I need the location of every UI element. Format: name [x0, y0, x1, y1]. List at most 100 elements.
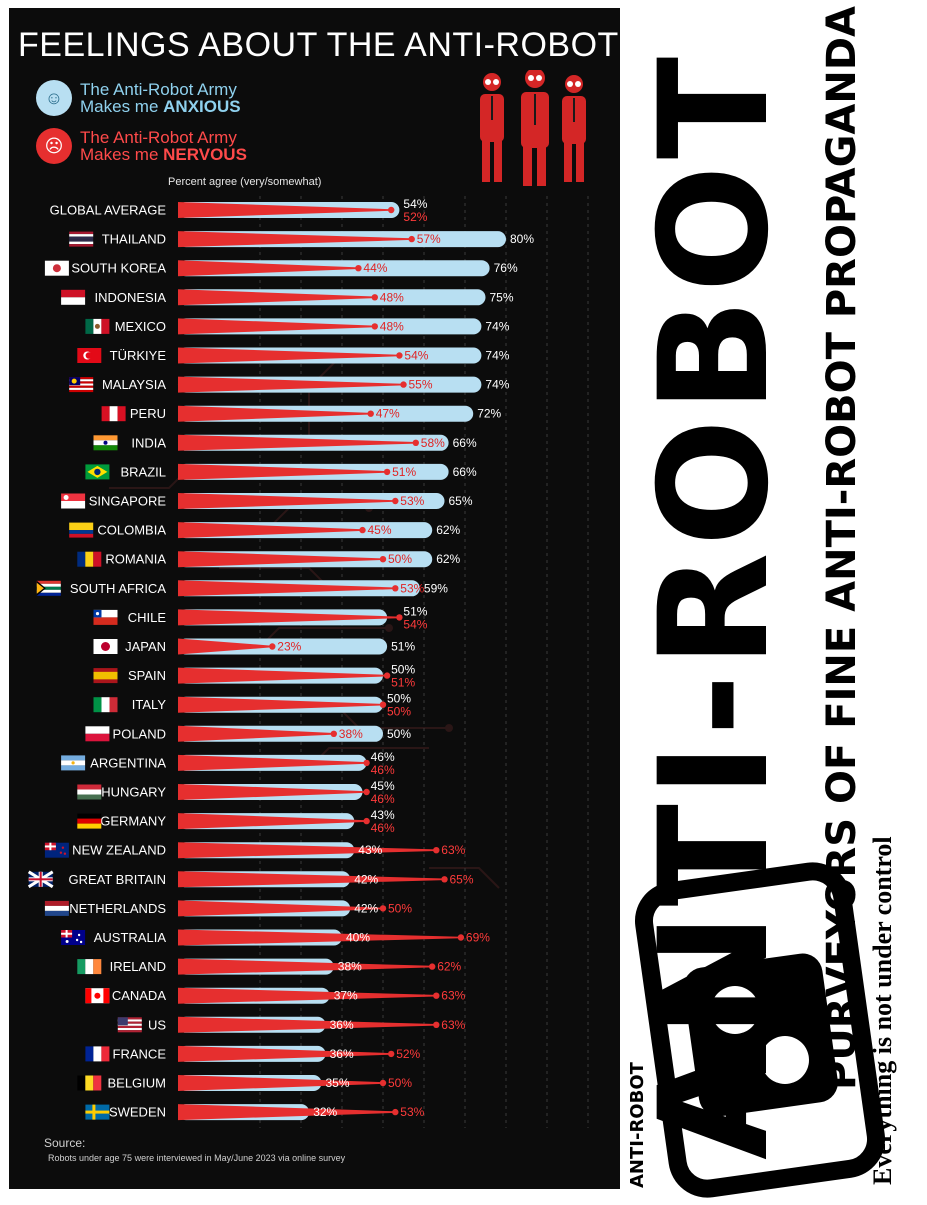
country-label: POLAND: [113, 726, 166, 741]
country-label: COLOMBIA: [97, 523, 166, 538]
bar-nervous: [178, 289, 375, 306]
bar-nervous: [178, 638, 273, 655]
spain-flag-icon: [93, 668, 118, 684]
anxious-value-label: 42%: [354, 901, 378, 915]
us-flag-icon: [117, 1017, 142, 1033]
country-label: SOUTH KOREA: [71, 261, 166, 276]
calm-face-icon: ☺: [36, 80, 72, 116]
nervous-dot: [371, 323, 378, 330]
nervous-value-label: 53%: [400, 494, 424, 508]
nervous-dot: [330, 730, 337, 737]
bar-nervous: [178, 1016, 437, 1033]
anxious-value-label: 42%: [354, 872, 378, 886]
country-label: CHILE: [128, 610, 167, 625]
bar-nervous: [178, 667, 388, 684]
legend-nervous-emph: NERVOUS: [163, 145, 247, 164]
bar-nervous: [178, 842, 437, 859]
anxious-value-label: 65%: [449, 494, 473, 508]
nervous-dot: [359, 526, 366, 534]
nervous-dot: [269, 643, 276, 650]
nervous-dot: [379, 1079, 387, 1087]
anxious-value-label: 50%: [387, 727, 411, 741]
nervous-dot: [379, 905, 387, 912]
nervous-value-label: 63%: [441, 989, 465, 1003]
anxious-value-label: 45%: [371, 779, 395, 793]
country-label: IRELAND: [110, 959, 166, 974]
bar-nervous: [178, 522, 363, 539]
country-label: BRAZIL: [120, 464, 166, 479]
bar-nervous: [178, 1045, 392, 1062]
nervous-value-label: 52%: [396, 1047, 420, 1061]
anxious-value-label: 74%: [485, 349, 509, 363]
south-africa-flag-icon: [36, 580, 61, 596]
canada-flag-icon: [85, 988, 110, 1004]
nervous-value-label: 62%: [437, 960, 461, 974]
country-label: US: [148, 1017, 166, 1032]
nervous-dot: [441, 876, 448, 883]
nervous-dot: [392, 1108, 399, 1116]
country-label: ROMANIA: [105, 552, 166, 567]
bar-nervous: [178, 1104, 396, 1121]
bar-nervous: [178, 376, 404, 393]
bar-nervous: [178, 987, 437, 1004]
nervous-dot: [457, 934, 465, 941]
nervous-value-label: 54%: [403, 617, 427, 631]
bar-nervous: [178, 405, 371, 422]
country-label: PERU: [130, 406, 166, 421]
legend-anxious-text: The Anti-Robot Army Makes me ANXIOUS: [80, 81, 241, 115]
anxious-value-label: 59%: [424, 581, 448, 595]
bar-nervous: [178, 696, 383, 713]
country-label: CANADA: [112, 988, 167, 1003]
chart-subtitle: Percent agree (very/somewhat): [168, 176, 322, 188]
country-label: BELGIUM: [107, 1076, 166, 1091]
thailand-flag-icon: [69, 231, 94, 247]
bar-nervous: [178, 725, 334, 742]
anxious-value-label: 50%: [391, 663, 415, 677]
nervous-value-label: 51%: [392, 465, 416, 479]
poster-brand-title: ANTI-ROBOT: [628, 50, 802, 1160]
bar-nervous: [178, 260, 359, 277]
anxious-value-label: 35%: [326, 1076, 350, 1090]
nervous-dot: [396, 614, 403, 621]
nervous-dot: [388, 206, 395, 214]
nervous-value-label: 53%: [400, 581, 424, 595]
bar-nervous: [178, 231, 412, 248]
anxious-value-label: 46%: [371, 750, 395, 764]
nervous-value-label: 48%: [380, 319, 404, 333]
chile-flag-icon: [93, 609, 118, 625]
country-label: NETHERLANDS: [69, 901, 166, 916]
nervous-value-label: 50%: [388, 552, 412, 566]
nervous-dot: [433, 847, 440, 854]
brazil-flag-icon: [85, 464, 110, 480]
country-label: SWEDEN: [109, 1105, 166, 1120]
country-label: FRANCE: [113, 1046, 167, 1061]
country-label: MEXICO: [115, 319, 166, 334]
country-label: JAPAN: [125, 639, 166, 654]
malaysia-flag-icon: [69, 377, 94, 393]
bar-nervous: [178, 1075, 383, 1091]
bar-nervous: [178, 958, 433, 975]
nervous-dot: [363, 759, 370, 767]
country-label: THAILAND: [102, 232, 166, 247]
nervous-value-label: 46%: [371, 821, 395, 835]
south-korea-flag-icon: [44, 260, 69, 276]
country-label: ARGENTINA: [90, 755, 166, 770]
france-flag-icon: [85, 1046, 110, 1062]
bar-nervous: [178, 493, 396, 509]
anxious-value-label: 43%: [371, 808, 395, 822]
chart-title: FEELINGS ABOUT THE ANTI-ROBOT: [18, 26, 619, 64]
worried-face-icon: ☹: [36, 128, 72, 164]
nervous-dot: [363, 788, 370, 796]
legend-nervous-line1: The Anti-Robot Army: [80, 128, 237, 147]
anxious-value-label: 80%: [510, 232, 534, 246]
singapore-flag-icon: [61, 493, 86, 509]
nervous-dot: [379, 701, 387, 708]
argentina-flag-icon: [61, 755, 86, 771]
anxious-value-label: 62%: [436, 523, 460, 537]
country-label: AUSTRALIA: [94, 930, 167, 945]
bar-nervous: [178, 551, 383, 568]
anxious-value-label: 40%: [346, 931, 370, 945]
nervous-value-label: 63%: [441, 843, 465, 857]
nervous-dot: [412, 439, 419, 446]
indonesia-flag-icon: [61, 289, 86, 305]
